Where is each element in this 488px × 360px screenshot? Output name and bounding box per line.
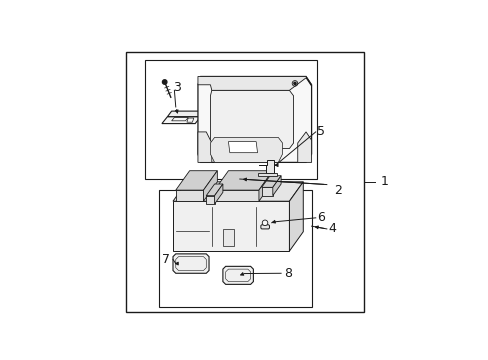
Polygon shape [257,174,276,176]
Polygon shape [289,182,303,251]
Polygon shape [297,132,311,162]
Polygon shape [162,117,200,123]
Bar [159,190,311,307]
Text: 5: 5 [317,125,325,138]
Text: 2: 2 [333,184,341,197]
Polygon shape [210,90,293,149]
Text: 7: 7 [162,253,169,266]
Polygon shape [206,196,214,204]
Polygon shape [228,141,257,153]
Polygon shape [214,190,259,201]
Text: 8: 8 [284,267,291,280]
Polygon shape [259,171,272,201]
Polygon shape [198,132,211,162]
Polygon shape [175,190,203,201]
Text: 4: 4 [327,222,335,235]
Polygon shape [261,187,272,195]
Polygon shape [259,159,274,174]
Text: 6: 6 [317,211,325,224]
Polygon shape [272,176,281,195]
Polygon shape [175,171,217,190]
Polygon shape [206,184,223,196]
Circle shape [162,80,166,84]
Polygon shape [203,171,217,201]
Polygon shape [198,76,311,162]
Polygon shape [173,201,289,251]
Polygon shape [198,76,311,90]
Polygon shape [210,138,282,162]
Circle shape [293,82,295,85]
Circle shape [262,220,267,226]
Text: 1: 1 [380,175,388,188]
Polygon shape [223,266,253,284]
Polygon shape [173,254,208,273]
Polygon shape [223,229,233,246]
Polygon shape [173,182,303,201]
Polygon shape [261,176,281,187]
Text: 3: 3 [173,81,181,94]
Polygon shape [167,111,204,117]
Bar [125,51,364,312]
Polygon shape [214,184,223,204]
Polygon shape [214,171,272,190]
Bar [145,60,317,179]
Polygon shape [260,225,269,229]
